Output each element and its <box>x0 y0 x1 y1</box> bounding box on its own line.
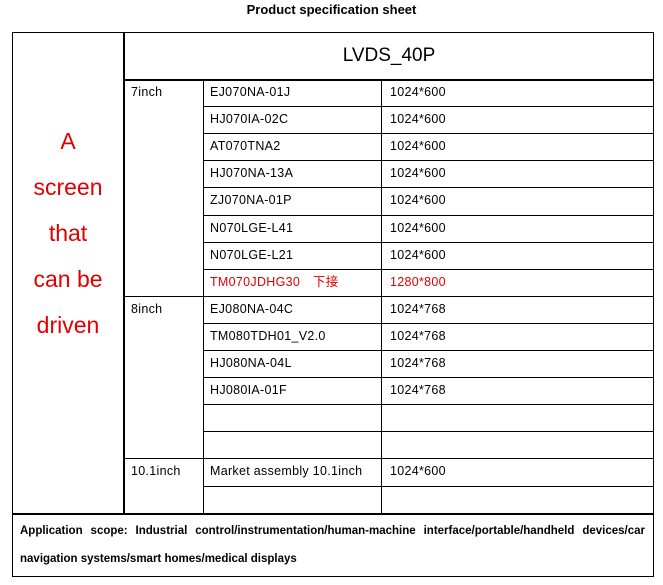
row-divider <box>203 322 654 324</box>
row-divider <box>203 377 654 379</box>
model-cell: HJ080NA-04L <box>210 356 292 370</box>
row-divider <box>124 295 654 297</box>
resolution-cell: 1024*600 <box>390 193 446 208</box>
row-divider <box>203 350 654 351</box>
resolution-cell: 1024*600 <box>390 112 446 127</box>
row-divider <box>203 241 654 243</box>
left-label-line: that <box>48 220 88 246</box>
column-divider <box>203 79 204 513</box>
model-cell: HJ070IA-02C <box>210 112 289 127</box>
model-cell: Market assembly 10.1inch <box>210 464 363 479</box>
left-label-line: driven <box>36 312 100 338</box>
application-scope: Application scope: Industrial control/in… <box>20 525 645 565</box>
resolution-cell: 1024*600 <box>390 247 446 262</box>
size-label: 10.1inch <box>131 464 181 479</box>
resolution-cell: 1024*768 <box>390 328 446 343</box>
model-cell: EJ080NA-04C <box>210 301 294 316</box>
resolution-cell: 1024*768 <box>390 301 446 316</box>
page-title: Product specification sheet <box>246 2 417 17</box>
resolution-cell: 1024*600 <box>390 464 446 479</box>
resolution-cell: 1024*768 <box>390 356 446 370</box>
model-cell: AT070TNA2 <box>210 139 281 154</box>
row-divider <box>203 431 654 433</box>
model-cell: HJ080IA-01F <box>210 383 287 398</box>
model-cell: N070LGE-L41 <box>210 220 294 235</box>
resolution-cell: 1024*600 <box>390 166 446 181</box>
model-cell: N070LGE-L21 <box>210 247 294 262</box>
size-label: 8inch <box>131 301 163 316</box>
column-divider <box>123 32 125 514</box>
row-divider <box>203 214 654 216</box>
row-divider <box>203 485 654 487</box>
interface-header: LVDS_40P <box>342 44 436 66</box>
row-divider <box>203 133 654 135</box>
row-divider <box>124 458 654 460</box>
left-label: A screen that can be driven <box>12 118 124 348</box>
model-cell: TM080TDH01_V2.0 <box>210 328 326 343</box>
row-divider <box>124 79 654 81</box>
model-cell: EJ070NA-01J <box>210 85 291 99</box>
spec-table <box>12 32 654 577</box>
resolution-cell: 1024*600 <box>390 139 446 154</box>
column-divider <box>381 79 382 513</box>
row-divider <box>203 268 654 270</box>
row-divider <box>203 106 654 108</box>
left-label-line: can be <box>33 266 103 292</box>
left-label-line: A <box>60 128 76 154</box>
model-cell: HJ070NA-13A <box>210 166 294 181</box>
resolution-cell: 1280*800 <box>390 274 446 289</box>
size-label: 7inch <box>131 85 163 99</box>
row-divider <box>12 513 654 515</box>
model-cell: TM070JDHG30 下接 <box>210 274 339 289</box>
resolution-cell: 1024*600 <box>390 220 446 235</box>
row-divider <box>203 160 654 162</box>
resolution-cell: 1024*768 <box>390 383 446 398</box>
row-divider <box>203 404 654 406</box>
model-cell: ZJ070NA-01P <box>210 193 292 208</box>
row-divider <box>203 187 654 189</box>
resolution-cell: 1024*600 <box>390 85 446 99</box>
left-label-line: screen <box>33 174 103 200</box>
